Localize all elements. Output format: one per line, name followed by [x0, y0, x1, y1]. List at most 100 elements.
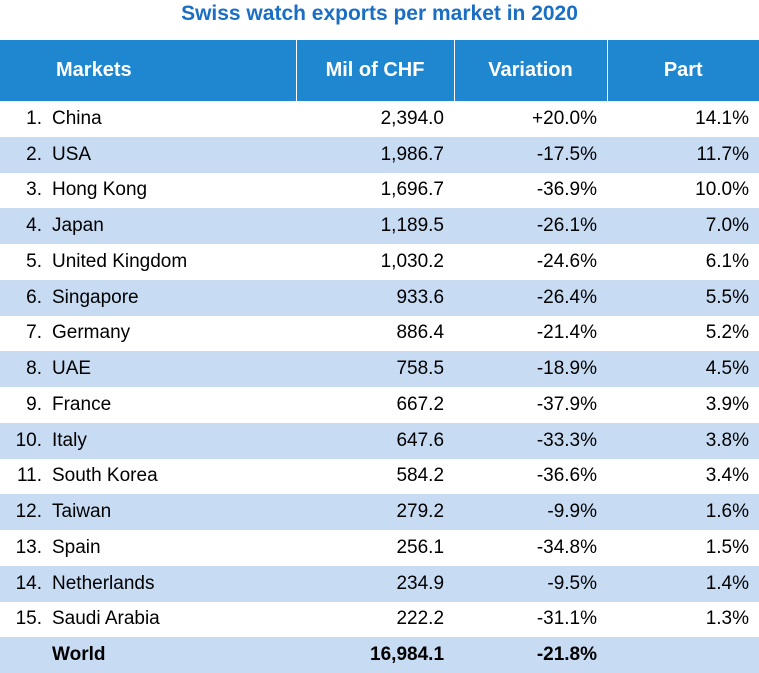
variation-cell: -31.1%: [536, 608, 598, 630]
rank-cell: 8.: [26, 358, 42, 380]
total-variation-cell: -21.8%: [454, 637, 608, 673]
table-row: 1. China 2,394.0 +20.0% 14.1%: [0, 101, 759, 137]
market-cell: UAE: [52, 358, 92, 380]
total-mil-chf-cell: 16,984.1: [296, 637, 455, 673]
market-cell: Japan: [52, 215, 104, 237]
variation-cell: -36.6%: [536, 465, 598, 487]
mil-chf-cell: 2,394.0: [380, 107, 445, 129]
part-cell: 1.5%: [705, 536, 750, 558]
rank-cell: 12.: [15, 501, 42, 523]
table-row: 8. UAE 758.5 -18.9% 4.5%: [0, 351, 759, 387]
table-row: 3. Hong Kong 1,696.7 -36.9% 10.0%: [0, 172, 759, 209]
mil-chf-cell: 256.1: [396, 536, 445, 558]
header-variation: Variation: [454, 40, 608, 101]
variation-cell: -26.1%: [536, 215, 598, 237]
rank-cell: 13.: [15, 536, 42, 558]
market-cell: Taiwan: [52, 501, 112, 523]
rank-cell: 4.: [26, 215, 42, 237]
total-market-cell: World: [46, 637, 297, 673]
market-cell: USA: [52, 143, 92, 165]
part-cell: 4.5%: [705, 358, 750, 380]
mil-chf-cell: 279.2: [396, 501, 445, 523]
mil-chf-cell: 1,986.7: [380, 143, 445, 165]
table-row: 11. South Korea 584.2 -36.6% 3.4%: [0, 458, 759, 495]
variation-cell: -9.9%: [547, 501, 598, 523]
mil-chf-cell: 1,030.2: [380, 250, 445, 272]
mil-chf-cell: 1,696.7: [380, 179, 445, 201]
header-row: Markets Mil of CHF Variation Part: [0, 40, 759, 101]
table-row: 9. France 667.2 -37.9% 3.9%: [0, 387, 759, 423]
rank-cell: 3.: [26, 179, 42, 201]
part-cell: 14.1%: [695, 107, 750, 129]
part-cell: 1.4%: [705, 572, 750, 594]
table-row: 6. Singapore 933.6 -26.4% 5.5%: [0, 279, 759, 316]
variation-cell: -17.5%: [536, 143, 598, 165]
mil-chf-cell: 886.4: [396, 322, 445, 344]
market-cell: United Kingdom: [52, 250, 188, 272]
table-row: 15. Saudi Arabia 222.2 -31.1% 1.3%: [0, 601, 759, 638]
part-cell: 3.8%: [705, 429, 750, 451]
mil-chf-cell: 758.5: [396, 358, 445, 380]
mil-chf-cell: 222.2: [396, 608, 445, 630]
table-row: 10. Italy 647.6 -33.3% 3.8%: [0, 422, 759, 459]
market-cell: France: [52, 393, 112, 415]
table-row: 5. United Kingdom 1,030.2 -24.6% 6.1%: [0, 244, 759, 280]
rank-cell: 15.: [15, 608, 42, 630]
mil-chf-cell: 933.6: [396, 286, 445, 308]
variation-cell: -34.8%: [536, 536, 598, 558]
exports-table: Markets Mil of CHF Variation Part 1. Chin…: [0, 40, 759, 673]
table-row: 14. Netherlands 234.9 -9.5% 1.4%: [0, 565, 759, 602]
variation-cell: -24.6%: [536, 250, 598, 272]
market-cell: Spain: [52, 536, 101, 558]
rank-cell: 9.: [26, 393, 42, 415]
part-cell: 5.5%: [705, 286, 750, 308]
market-cell: Hong Kong: [52, 179, 148, 201]
part-cell: 1.3%: [705, 608, 750, 630]
mil-chf-cell: 1,189.5: [380, 215, 445, 237]
mil-chf-cell: 647.6: [396, 429, 445, 451]
table-row: 4. Japan 1,189.5 -26.1% 7.0%: [0, 208, 759, 244]
part-cell: 10.0%: [695, 179, 750, 201]
header-part: Part: [663, 59, 703, 81]
market-cell: China: [52, 107, 102, 129]
total-row: World 16,984.1 -21.8%: [0, 637, 759, 673]
rank-cell: 1.: [26, 107, 42, 129]
rank-cell: 11.: [16, 465, 42, 487]
market-cell: Italy: [52, 429, 87, 451]
market-cell: Saudi Arabia: [52, 608, 160, 630]
rank-cell: 10.: [15, 429, 42, 451]
rank-cell: 7.: [26, 322, 42, 344]
variation-cell: +20.0%: [532, 107, 598, 129]
mil-chf-cell: 234.9: [396, 572, 445, 594]
market-cell: Singapore: [52, 286, 139, 308]
table-row: 12. Taiwan 279.2 -9.9% 1.6%: [0, 494, 759, 530]
total-part-cell: [607, 637, 759, 673]
mil-chf-cell: 667.2: [396, 393, 445, 415]
rank-cell: [0, 637, 46, 673]
variation-cell: -18.9%: [536, 358, 598, 380]
market-cell: South Korea: [52, 465, 158, 487]
table-row: 7. Germany 886.4 -21.4% 5.2%: [0, 315, 759, 352]
part-cell: 6.1%: [705, 250, 750, 272]
header-markets: Markets: [0, 40, 297, 101]
part-cell: 1.6%: [705, 501, 750, 523]
part-cell: 3.9%: [705, 393, 750, 415]
variation-cell: -21.4%: [536, 322, 598, 344]
rank-cell: 14.: [15, 572, 42, 594]
variation-cell: -33.3%: [536, 429, 598, 451]
rank-cell: 2.: [26, 143, 42, 165]
part-cell: 3.4%: [705, 465, 750, 487]
table-row: 2. USA 1,986.7 -17.5% 11.7%: [0, 136, 759, 173]
header-mil-chf: Mil of CHF: [296, 40, 455, 101]
chart-title: Swiss watch exports per market in 2020: [181, 2, 578, 25]
variation-cell: -9.5%: [547, 572, 598, 594]
market-cell: Germany: [52, 322, 131, 344]
table-row: 13. Spain 256.1 -34.8% 1.5%: [0, 530, 759, 566]
part-cell: 7.0%: [705, 215, 750, 237]
rank-cell: 5.: [26, 250, 42, 272]
variation-cell: -26.4%: [536, 286, 598, 308]
part-cell: 11.7%: [696, 143, 750, 165]
part-cell: 5.2%: [705, 322, 750, 344]
rank-cell: 6.: [26, 286, 42, 308]
variation-cell: -36.9%: [536, 179, 598, 201]
